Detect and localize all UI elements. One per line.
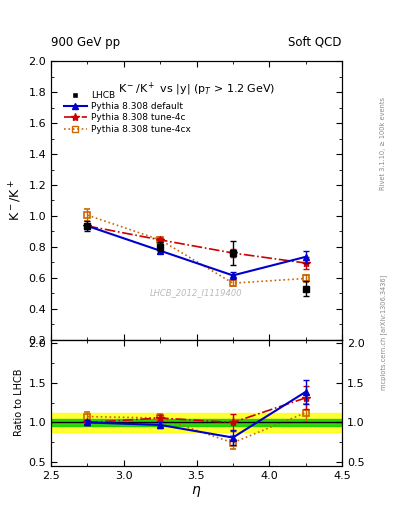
Bar [51,418,342,426]
Text: Rivet 3.1.10, ≥ 100k events: Rivet 3.1.10, ≥ 100k events [380,97,386,190]
Text: LHCB_2012_I1119400: LHCB_2012_I1119400 [150,288,243,297]
Text: 900 GeV pp: 900 GeV pp [51,36,120,49]
Text: Soft QCD: Soft QCD [288,36,342,49]
Y-axis label: Ratio to LHCB: Ratio to LHCB [14,369,24,436]
Text: K$^-$/K$^+$ vs |y| (p$_T$ > 1.2 GeV): K$^-$/K$^+$ vs |y| (p$_T$ > 1.2 GeV) [118,81,275,98]
Bar [51,413,342,432]
Legend: LHCB, Pythia 8.308 default, Pythia 8.308 tune-4c, Pythia 8.308 tune-4cx: LHCB, Pythia 8.308 default, Pythia 8.308… [61,88,194,136]
X-axis label: $\eta$: $\eta$ [191,483,202,499]
Text: mcplots.cern.ch [arXiv:1306.3436]: mcplots.cern.ch [arXiv:1306.3436] [380,275,387,391]
Y-axis label: K$^-$/K$^+$: K$^-$/K$^+$ [8,180,24,222]
